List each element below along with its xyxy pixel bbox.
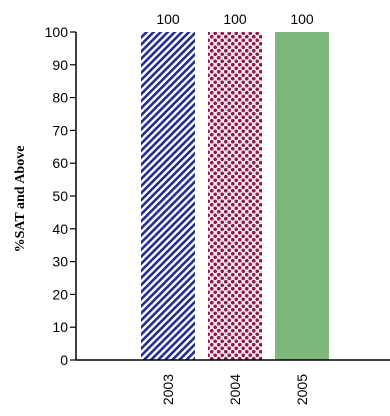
x-axis: 2003 2004 2005 <box>160 374 310 405</box>
y-tick-label: 40 <box>52 221 68 237</box>
y-tick-label: 70 <box>52 122 68 138</box>
data-label: 100 <box>156 11 180 27</box>
x-tick-label: 2003 <box>160 374 176 405</box>
y-tick-label: 60 <box>52 155 68 171</box>
y-axis-label: %SAT and Above <box>13 146 28 253</box>
y-tick-label: 90 <box>52 57 68 73</box>
y-tick-label: 20 <box>52 286 68 302</box>
bar-2003 <box>141 32 195 360</box>
data-label: 100 <box>223 11 247 27</box>
y-tick-label: 0 <box>60 352 68 368</box>
y-axis: 0 10 20 30 40 50 60 70 80 90 100 <box>45 24 76 368</box>
x-tick-label: 2004 <box>227 374 243 405</box>
y-tick-label: 10 <box>52 319 68 335</box>
data-label: 100 <box>290 11 314 27</box>
y-tick-label: 100 <box>45 24 69 40</box>
bar-2004 <box>208 32 262 360</box>
y-tick-label: 80 <box>52 90 68 106</box>
y-tick-label: 50 <box>52 188 68 204</box>
bar-2005 <box>275 32 329 360</box>
bars: 100 100 100 <box>141 11 329 360</box>
y-tick-label: 30 <box>52 254 68 270</box>
x-tick-label: 2005 <box>294 374 310 405</box>
